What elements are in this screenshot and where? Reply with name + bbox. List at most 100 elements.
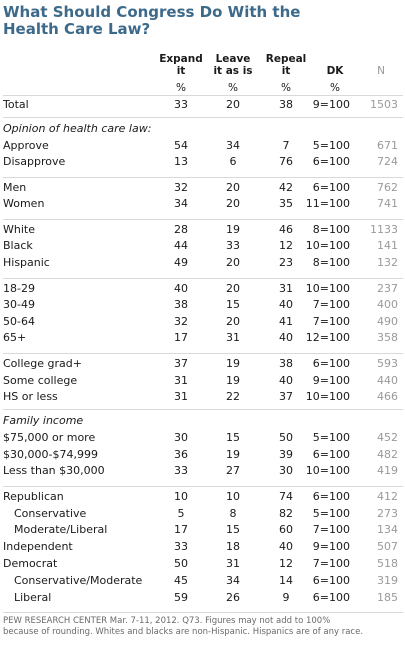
cell-n: 671 bbox=[377, 139, 398, 152]
cell-n: 490 bbox=[377, 315, 398, 328]
cell-expand: 40 bbox=[174, 282, 188, 295]
row-divider bbox=[3, 612, 403, 613]
cell-expand: 33 bbox=[174, 464, 188, 477]
cell-dk: 11=100 bbox=[305, 197, 350, 210]
row-label: Democrat bbox=[3, 557, 58, 570]
table-row: Independent 33 18 40 9=100 507 bbox=[0, 539, 405, 555]
column-header-line: it as is bbox=[213, 65, 253, 77]
cell-dk: 9=100 bbox=[312, 374, 350, 387]
cell-dk: 7=100 bbox=[312, 315, 350, 328]
cell-n: 466 bbox=[377, 390, 398, 403]
row-label: Black bbox=[3, 239, 33, 252]
cell-leave: 15 bbox=[226, 298, 240, 311]
footnote: PEW RESEARCH CENTER Mar. 7-11, 2012. Q73… bbox=[3, 616, 403, 638]
table-row: College grad+ 37 19 38 6=100 593 bbox=[0, 356, 405, 372]
cell-leave: 15 bbox=[226, 523, 240, 536]
cell-dk: 10=100 bbox=[305, 239, 350, 252]
chart-title-line: Health Care Law? bbox=[3, 20, 151, 38]
cell-leave: 6 bbox=[229, 155, 237, 168]
row-divider bbox=[3, 117, 403, 118]
cell-expand: 30 bbox=[174, 431, 188, 444]
cell-dk: 6=100 bbox=[312, 574, 350, 587]
table-row: Approve 54 34 7 5=100 671 bbox=[0, 138, 405, 154]
column-header-leave: Leave it as is bbox=[206, 53, 260, 77]
table-row: 65+ 17 31 40 12=100 358 bbox=[0, 330, 405, 346]
row-label: Liberal bbox=[14, 591, 52, 604]
cell-expand: 32 bbox=[174, 181, 188, 194]
cell-expand: 59 bbox=[174, 591, 188, 604]
cell-dk: 6=100 bbox=[312, 357, 350, 370]
table-row: Conservative 5 8 82 5=100 273 bbox=[0, 506, 405, 522]
percent-symbol: % bbox=[281, 82, 291, 94]
table-row: Democrat 50 31 12 7=100 518 bbox=[0, 556, 405, 572]
cell-leave: 18 bbox=[226, 540, 240, 553]
cell-leave: 20 bbox=[226, 256, 240, 269]
cell-leave: 19 bbox=[226, 357, 240, 370]
cell-leave: 10 bbox=[226, 490, 240, 503]
row-label: 18-29 bbox=[3, 282, 35, 295]
cell-repeal: 31 bbox=[279, 282, 293, 295]
cell-dk: 10=100 bbox=[305, 390, 350, 403]
table-row: Women 34 20 35 11=100 741 bbox=[0, 196, 405, 212]
table-row: $30,000-$74,999 36 19 39 6=100 482 bbox=[0, 447, 405, 463]
row-label: Approve bbox=[3, 139, 49, 152]
row-label: Moderate/Liberal bbox=[14, 523, 108, 536]
row-divider bbox=[3, 353, 403, 354]
cell-repeal: 40 bbox=[279, 374, 293, 387]
row-label: $30,000-$74,999 bbox=[3, 448, 98, 461]
cell-leave: 15 bbox=[226, 431, 240, 444]
cell-repeal: 38 bbox=[279, 357, 293, 370]
table-row: 18-29 40 20 31 10=100 237 bbox=[0, 281, 405, 297]
cell-dk: 7=100 bbox=[312, 557, 350, 570]
row-label: Less than $30,000 bbox=[3, 464, 105, 477]
cell-n: 1503 bbox=[370, 98, 398, 111]
cell-n: 482 bbox=[377, 448, 398, 461]
cell-dk: 6=100 bbox=[312, 490, 350, 503]
cell-dk: 5=100 bbox=[312, 431, 350, 444]
cell-expand: 31 bbox=[174, 390, 188, 403]
cell-repeal: 14 bbox=[279, 574, 293, 587]
cell-repeal: 60 bbox=[279, 523, 293, 536]
table-row: Less than $30,000 33 27 30 10=100 419 bbox=[0, 463, 405, 479]
row-label: Hispanic bbox=[3, 256, 50, 269]
table-row: $75,000 or more 30 15 50 5=100 452 bbox=[0, 430, 405, 446]
cell-n: 762 bbox=[377, 181, 398, 194]
cell-leave: 20 bbox=[226, 197, 240, 210]
cell-leave: 20 bbox=[226, 181, 240, 194]
cell-leave: 22 bbox=[226, 390, 240, 403]
cell-n: 518 bbox=[377, 557, 398, 570]
cell-repeal: 35 bbox=[279, 197, 293, 210]
column-header-expand: Expand it bbox=[159, 53, 203, 77]
column-header-line: Leave bbox=[215, 53, 251, 65]
cell-repeal: 9 bbox=[282, 591, 290, 604]
cell-dk: 5=100 bbox=[312, 507, 350, 520]
cell-repeal: 30 bbox=[279, 464, 293, 477]
column-header-line: Repeal bbox=[265, 53, 307, 65]
cell-leave: 34 bbox=[226, 574, 240, 587]
column-header-dk: DK bbox=[318, 65, 352, 77]
cell-leave: 19 bbox=[226, 223, 240, 236]
cell-expand: 45 bbox=[174, 574, 188, 587]
cell-repeal: 40 bbox=[279, 540, 293, 553]
cell-repeal: 41 bbox=[279, 315, 293, 328]
cell-expand: 49 bbox=[174, 256, 188, 269]
table-row: Liberal 59 26 9 6=100 185 bbox=[0, 590, 405, 606]
cell-dk: 10=100 bbox=[305, 282, 350, 295]
cell-leave: 27 bbox=[226, 464, 240, 477]
row-label: Men bbox=[3, 181, 27, 194]
cell-n: 1133 bbox=[370, 223, 398, 236]
cell-n: 358 bbox=[377, 331, 398, 344]
chart-title: What Should Congress Do With the Health … bbox=[3, 4, 403, 38]
cell-repeal: 39 bbox=[279, 448, 293, 461]
cell-expand: 13 bbox=[174, 155, 188, 168]
column-header-line: Expand bbox=[159, 53, 203, 65]
cell-expand: 54 bbox=[174, 139, 188, 152]
cell-repeal: 23 bbox=[279, 256, 293, 269]
row-label: White bbox=[3, 223, 35, 236]
cell-dk: 6=100 bbox=[312, 181, 350, 194]
table-row: Republican 10 10 74 6=100 412 bbox=[0, 489, 405, 505]
cell-leave: 20 bbox=[226, 315, 240, 328]
cell-repeal: 38 bbox=[279, 98, 293, 111]
cell-n: 419 bbox=[377, 464, 398, 477]
cell-leave: 33 bbox=[226, 239, 240, 252]
